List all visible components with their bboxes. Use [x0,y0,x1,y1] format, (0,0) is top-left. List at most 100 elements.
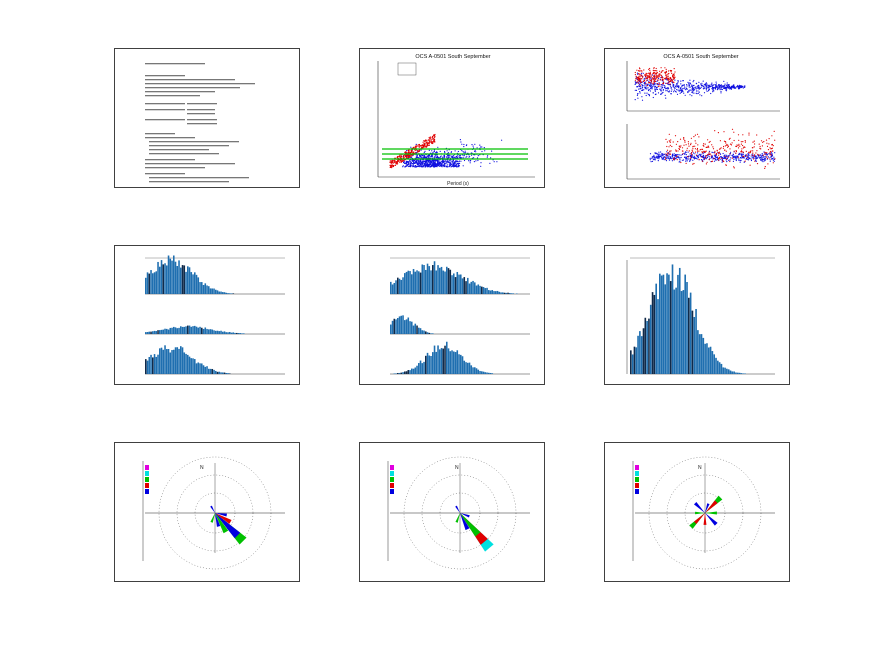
legend-swatch [145,489,149,494]
slide-thumbnail-5[interactable] [359,245,545,385]
data-point [738,139,740,141]
data-point [771,158,773,160]
histogram-bar [183,352,186,374]
data-point [644,86,646,88]
data-point [735,155,737,157]
data-point [676,86,678,88]
data-point [429,154,431,156]
slide-thumbnail-8[interactable]: N [359,442,545,582]
data-point [705,85,707,87]
data-point [404,162,406,164]
slide-thumbnail-1[interactable] [114,48,300,188]
data-point [661,75,663,77]
data-point [757,155,759,157]
data-point [771,150,773,152]
data-point [447,152,450,154]
data-point [492,159,494,161]
data-point [657,153,659,155]
data-point [657,83,660,85]
data-point [637,79,639,81]
slide-thumbnail-6[interactable] [604,245,790,385]
data-point [665,154,667,156]
data-point [646,88,648,90]
data-point [701,151,703,153]
slide-thumbnail-4[interactable] [114,245,300,385]
histogram-bar [704,343,706,374]
text-line [187,109,215,111]
data-point [433,156,436,158]
histogram-bar [691,310,694,374]
data-point [673,68,675,70]
data-point [713,160,716,162]
data-point [681,90,683,92]
data-point [463,143,465,146]
data-point [714,130,716,132]
histogram-bar [397,372,399,374]
histogram-bar [409,370,411,374]
data-point [457,150,459,153]
data-point [469,162,471,164]
data-point [422,165,424,167]
histogram-bar [414,367,417,374]
histogram-bar [489,372,492,374]
histogram-bar [400,279,403,294]
histogram-bar [713,354,716,374]
data-point [680,156,682,159]
data-point [687,141,689,143]
data-point [417,149,419,151]
data-point [670,70,673,72]
histogram-bar [744,373,746,374]
data-point [435,152,438,154]
data-point [692,148,694,150]
data-point [728,86,730,88]
data-point [639,91,641,93]
data-point [688,158,690,160]
histogram-bar [660,275,663,374]
data-point [697,154,699,156]
rose-petal [215,513,241,539]
data-point [660,77,663,79]
data-point [411,163,413,165]
data-point [403,159,405,161]
data-point [745,150,747,152]
histogram-bar [402,277,404,294]
slide-thumbnail-9[interactable]: N [604,442,790,582]
histogram-bar [215,370,217,374]
data-point [771,144,773,146]
data-point [750,150,752,152]
data-point [658,73,660,75]
data-point [440,162,442,164]
slide-thumbnail-7[interactable]: N [114,442,300,582]
data-point [496,161,498,163]
data-point [700,84,702,87]
data-point [741,151,743,153]
data-point [724,149,726,151]
data-point [761,154,763,156]
data-point [433,134,435,136]
data-point [746,157,748,159]
data-point [664,78,666,80]
data-point [426,143,428,145]
data-point [668,154,670,156]
rose-petal [215,513,221,527]
histogram-bar [460,274,462,294]
data-point [704,83,707,85]
data-point [754,157,756,159]
slide-thumbnail-2[interactable]: OCS A-0501 South September Period (s) [359,48,545,188]
data-point [698,91,700,93]
data-point [720,90,722,93]
histogram-bar [178,348,180,374]
histogram-bar [190,326,193,334]
data-point [453,161,455,163]
data-point [752,147,754,149]
data-point [426,156,428,158]
data-point [685,158,687,160]
slide-thumbnail-3[interactable]: OCS A-0501 South September [604,48,790,188]
data-point [407,161,409,163]
data-point [389,160,391,162]
data-point [759,157,761,159]
data-point [442,156,444,158]
data-point [676,154,678,156]
histogram-bar [635,347,638,374]
data-point [654,79,656,81]
